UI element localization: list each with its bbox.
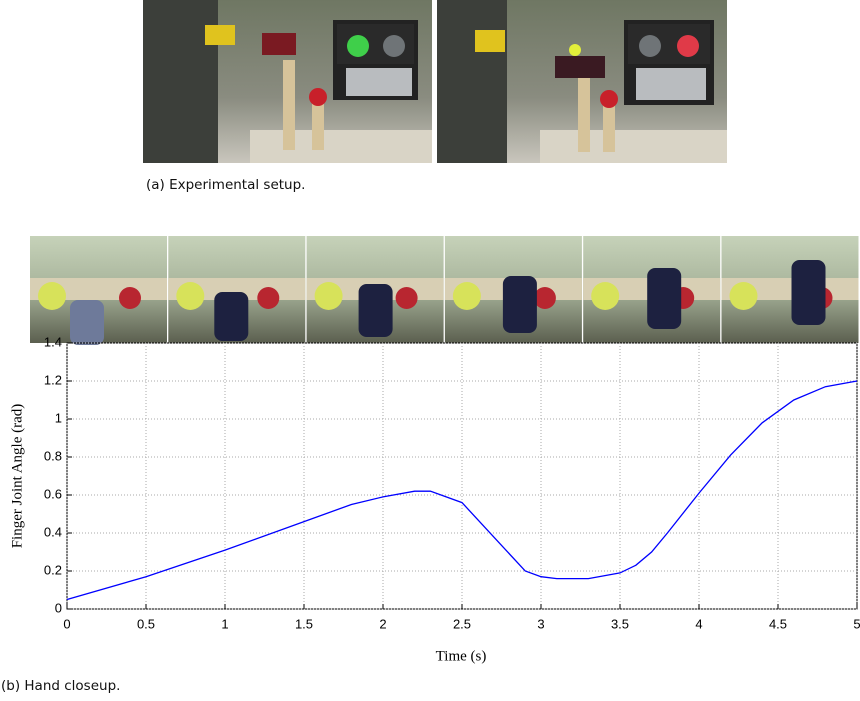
- photo-hand: [792, 260, 826, 325]
- hand-photo: [307, 236, 444, 343]
- photo-red-ball: [396, 287, 418, 309]
- photo-red-ball: [257, 287, 279, 309]
- y-tick-label: 0: [55, 600, 62, 615]
- figure: (a) Experimental setup. Time (s) Finger …: [0, 0, 860, 701]
- photo-strip: [30, 236, 859, 345]
- caption-b: (b) Hand closeup.: [1, 678, 120, 694]
- x-tick-label: 4: [695, 616, 702, 631]
- photo-hand: [214, 292, 248, 341]
- x-tick-label: 3.5: [611, 616, 629, 631]
- y-tick-label: 1: [55, 410, 62, 425]
- y-tick-label: 1.2: [44, 372, 62, 387]
- hand-photo: [722, 236, 859, 343]
- y-tick-label: 0.4: [44, 524, 62, 539]
- caption-a: (a) Experimental setup.: [146, 177, 305, 193]
- page: Figure {"figure": {"caption_a": "(a) Exp…: [0, 0, 860, 701]
- photo-hand: [503, 276, 537, 333]
- hand-photo: [445, 236, 582, 343]
- photo-ball: [591, 282, 619, 310]
- hand-photo: [168, 236, 305, 343]
- photo-red-ball: [119, 287, 141, 309]
- x-tick-label: 2.5: [453, 616, 471, 631]
- photo-ball: [453, 282, 481, 310]
- x-tick-label: 2: [379, 616, 386, 631]
- page-body: (a) Experimental setup. Time (s) Finger …: [0, 0, 860, 701]
- photo-hand: [647, 268, 681, 329]
- y-tick-label: 1.4: [44, 334, 62, 349]
- y-axis-label: Finger Joint Angle (rad): [9, 404, 25, 549]
- photo-ball: [176, 282, 204, 310]
- hand-photo: [583, 236, 720, 343]
- hand-photo: [30, 236, 167, 345]
- photo-hand: [70, 300, 104, 345]
- x-tick-label: 5: [853, 616, 860, 631]
- y-tick-label: 0.8: [44, 448, 62, 463]
- x-tick-label: 4.5: [769, 616, 787, 631]
- x-tick-label: 3: [537, 616, 544, 631]
- x-tick-label: 0.5: [137, 616, 155, 631]
- x-tick-label: 0: [63, 616, 70, 631]
- x-tick-label: 1: [221, 616, 228, 631]
- photo-red-ball: [534, 287, 556, 309]
- photo-setup-left: [143, 0, 432, 163]
- photo-ball: [730, 282, 758, 310]
- photo-setup-right: [437, 0, 727, 163]
- x-axis-label: Time (s): [436, 648, 487, 664]
- photo-ball: [38, 282, 66, 310]
- photo-hand: [359, 284, 393, 337]
- photo-ball: [315, 282, 343, 310]
- y-tick-label: 0.2: [44, 562, 62, 577]
- chart: Time (s) Finger Joint Angle (rad) 0 0.2 0.…: [9, 334, 860, 664]
- x-tick-label: 1.5: [295, 616, 313, 631]
- y-tick-label: 0.6: [44, 486, 62, 501]
